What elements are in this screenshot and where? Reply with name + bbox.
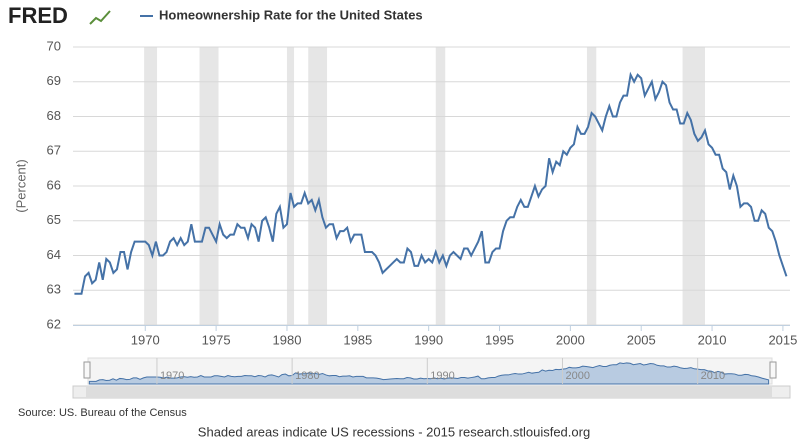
- navigator-area: [88, 362, 770, 385]
- x-tick-label: 2000: [556, 332, 585, 347]
- x-tick-label: 1990: [414, 332, 443, 347]
- navigator-tick-label: 1990: [430, 370, 454, 382]
- y-tick-label: 66: [47, 177, 61, 192]
- navigator-tick-label: 2010: [701, 370, 725, 382]
- y-tick-label: 69: [47, 73, 61, 88]
- x-tick-label: 1975: [202, 332, 231, 347]
- navigator-tick-label: 1970: [160, 370, 184, 382]
- x-tick-label: 2005: [627, 332, 656, 347]
- navigator-handle[interactable]: [769, 361, 777, 379]
- y-tick-label: 70: [47, 38, 61, 53]
- navigator-tick-label: 2000: [565, 370, 589, 382]
- x-tick-label: 1980: [273, 332, 302, 347]
- y-tick-label: 62: [47, 316, 61, 331]
- footer: Shaded areas indicate US recessions - 20…: [198, 424, 590, 439]
- navigator-tick-label: 1980: [295, 370, 319, 382]
- y-tick-label: 65: [47, 212, 61, 227]
- y-tick-label: 67: [47, 143, 61, 158]
- y-tick-label: 68: [47, 108, 61, 123]
- x-tick-label: 1970: [131, 332, 160, 347]
- data-line: [74, 71, 788, 295]
- x-tick-label: 2015: [768, 332, 797, 347]
- x-tick-label: 1995: [485, 332, 514, 347]
- source: Source: US. Bureau of the Census: [18, 407, 187, 419]
- y-tick-label: 64: [47, 247, 61, 262]
- scrollbar-thumb[interactable]: [86, 387, 772, 397]
- y-axis-label: (Percent): [13, 159, 28, 212]
- x-tick-label: 1985: [343, 332, 372, 347]
- y-tick-label: 63: [47, 282, 61, 297]
- navigator-handle[interactable]: [83, 361, 91, 379]
- logo-icon: [89, 10, 111, 25]
- logo: FRED: [8, 3, 68, 28]
- legend-label: Homeownership Rate for the United States: [159, 7, 423, 22]
- x-tick-label: 2010: [698, 332, 727, 347]
